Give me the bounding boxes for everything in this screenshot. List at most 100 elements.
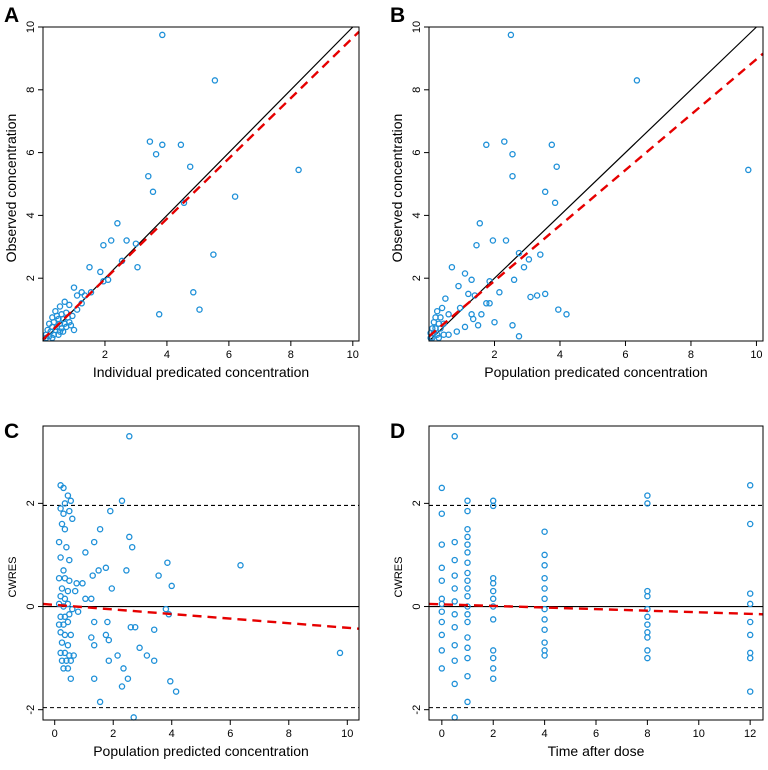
y-tick-label: 6: [25, 150, 37, 156]
data-point: [745, 166, 752, 174]
data-point: [478, 311, 485, 318]
data-point: [644, 500, 651, 507]
trend-line: [428, 602, 764, 616]
data-point: [114, 220, 121, 227]
data-point: [136, 644, 143, 652]
data-point: [451, 572, 458, 579]
data-point: [123, 567, 130, 574]
data-point: [66, 301, 73, 309]
data-point: [73, 580, 80, 587]
data-point: [541, 639, 548, 646]
data-point: [509, 150, 516, 158]
data-point: [438, 600, 446, 608]
data-point: [70, 326, 78, 334]
data-point: [453, 328, 461, 335]
data-point: [464, 559, 471, 566]
data-point: [541, 626, 548, 633]
data-point: [489, 654, 497, 662]
data-point: [66, 507, 73, 515]
data-point: [644, 587, 651, 595]
data-point: [100, 241, 107, 249]
data-point: [509, 172, 516, 180]
data-point: [96, 698, 104, 706]
data-point: [159, 31, 166, 39]
x-tick-label: 10: [347, 349, 359, 361]
data-point: [551, 199, 559, 207]
data-point: [474, 322, 482, 329]
data-point: [451, 556, 458, 564]
data-point: [64, 492, 72, 499]
x-tick-label: 8: [644, 728, 650, 740]
data-point: [527, 293, 534, 301]
data-point: [464, 618, 471, 626]
x-tick-label: 4: [557, 349, 563, 361]
data-point: [146, 138, 154, 145]
y-tick-label: 0: [411, 603, 423, 609]
data-point: [464, 634, 471, 641]
data-point: [451, 611, 458, 618]
data-point: [66, 556, 73, 564]
data-point: [67, 657, 75, 664]
data-point: [489, 616, 497, 623]
data-point: [190, 289, 197, 296]
data-point: [451, 585, 458, 592]
data-point: [143, 652, 151, 659]
y-tick-label: 10: [25, 21, 37, 33]
y-tick-label: 8: [411, 87, 423, 93]
data-point: [464, 603, 471, 610]
data-point: [448, 263, 456, 271]
data-point: [489, 502, 497, 510]
data-point: [468, 276, 475, 284]
identity-line: [42, 26, 354, 342]
data-point: [79, 580, 86, 587]
data-point: [464, 611, 471, 618]
data-point: [746, 590, 754, 597]
data-point: [541, 290, 549, 298]
data-point: [491, 318, 498, 326]
data-point: [71, 587, 79, 595]
data-point: [124, 675, 132, 682]
data-point: [86, 263, 93, 271]
data-point: [483, 300, 490, 307]
x-tick-label: 2: [110, 728, 116, 740]
y-tick-label: 8: [25, 87, 37, 93]
data-point: [155, 572, 162, 579]
data-point: [469, 315, 477, 323]
data-point: [464, 549, 471, 556]
data-point: [644, 629, 651, 636]
data-point: [464, 592, 471, 600]
data-point: [123, 237, 130, 244]
data-point: [445, 331, 452, 338]
data-point: [525, 256, 533, 263]
data-point: [64, 641, 72, 649]
data-point: [56, 303, 64, 310]
x-tick-label: 8: [286, 728, 292, 740]
data-point: [451, 433, 458, 440]
data-point: [515, 249, 523, 257]
data-point: [644, 647, 651, 654]
data-point: [61, 631, 69, 639]
data-point: [231, 193, 239, 200]
identity-line: [428, 26, 757, 342]
x-axis-label: Population predicated concentration: [484, 364, 707, 380]
data-point: [486, 300, 493, 307]
data-point: [152, 150, 160, 158]
plot-frame: [428, 425, 764, 721]
data-point: [451, 657, 458, 664]
data-point: [438, 564, 446, 572]
data-point: [464, 698, 471, 706]
data-point: [60, 665, 67, 672]
data-point: [464, 585, 471, 592]
data-point: [455, 282, 462, 290]
data-point: [464, 497, 471, 505]
data-point: [69, 515, 76, 523]
data-point: [489, 675, 497, 682]
x-axis-label: Time after dose: [548, 743, 645, 759]
data-point: [127, 623, 135, 631]
data-point: [114, 652, 121, 659]
data-point: [541, 528, 548, 535]
data-point: [644, 613, 651, 621]
data-point: [489, 665, 497, 672]
y-tick-label: 2: [411, 275, 423, 281]
data-point: [88, 595, 95, 603]
